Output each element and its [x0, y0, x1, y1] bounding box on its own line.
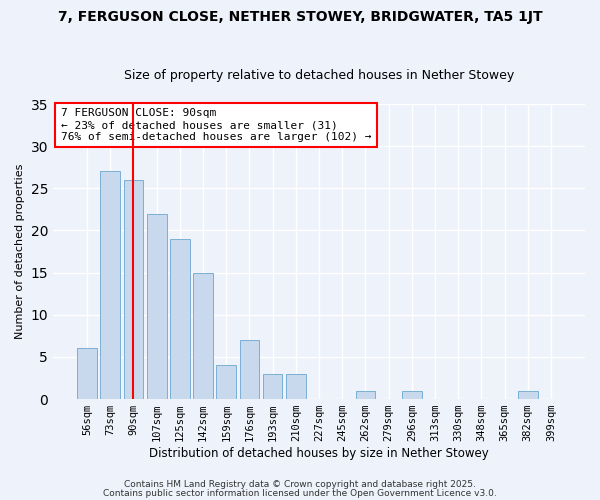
Bar — [124, 180, 143, 399]
Text: 7 FERGUSON CLOSE: 90sqm
← 23% of detached houses are smaller (31)
76% of semi-de: 7 FERGUSON CLOSE: 90sqm ← 23% of detache… — [61, 108, 371, 142]
X-axis label: Distribution of detached houses by size in Nether Stowey: Distribution of detached houses by size … — [149, 447, 489, 460]
Bar — [193, 272, 213, 399]
Bar — [286, 374, 305, 399]
Bar — [263, 374, 283, 399]
Bar — [170, 239, 190, 399]
Text: Contains HM Land Registry data © Crown copyright and database right 2025.: Contains HM Land Registry data © Crown c… — [124, 480, 476, 489]
Bar — [217, 366, 236, 399]
Bar — [100, 172, 120, 399]
Bar — [402, 390, 422, 399]
Bar — [147, 214, 167, 399]
Y-axis label: Number of detached properties: Number of detached properties — [15, 164, 25, 339]
Bar — [356, 390, 375, 399]
Bar — [518, 390, 538, 399]
Text: 7, FERGUSON CLOSE, NETHER STOWEY, BRIDGWATER, TA5 1JT: 7, FERGUSON CLOSE, NETHER STOWEY, BRIDGW… — [58, 10, 542, 24]
Bar — [239, 340, 259, 399]
Text: Contains public sector information licensed under the Open Government Licence v3: Contains public sector information licen… — [103, 488, 497, 498]
Bar — [77, 348, 97, 399]
Title: Size of property relative to detached houses in Nether Stowey: Size of property relative to detached ho… — [124, 69, 514, 82]
